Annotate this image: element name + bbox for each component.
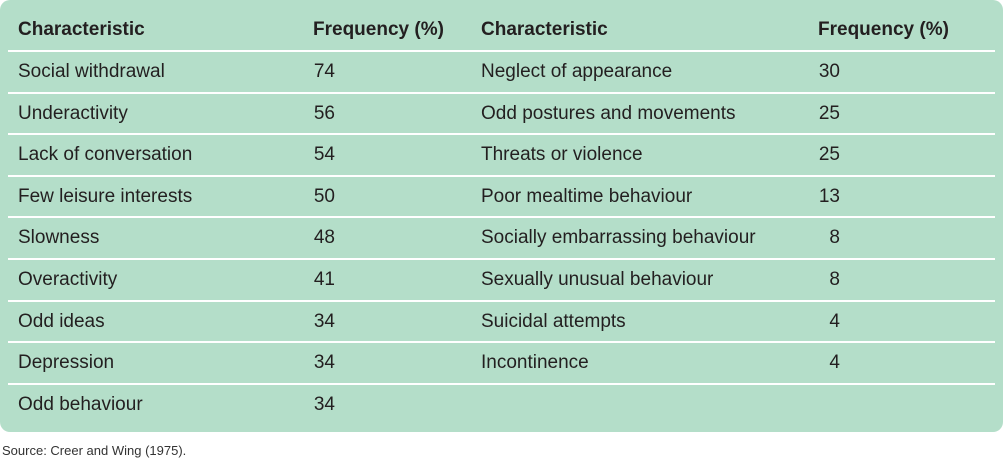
column-header: Frequency (%) — [818, 19, 949, 40]
characteristic-cell: Odd postures and movements — [481, 102, 736, 124]
row-separator — [8, 258, 995, 260]
row-separator — [8, 174, 995, 177]
table: Characteristic Frequency (%) Characteristi… — [0, 0, 1003, 432]
frequency-cell: 74 — [313, 61, 335, 82]
frequency-cell: 34 — [313, 352, 335, 374]
frequency-cell: 34 — [313, 393, 335, 415]
frequency-cell: 13 — [818, 185, 840, 207]
row-separator — [8, 133, 995, 136]
characteristic-cell: Underactivity — [18, 102, 128, 124]
characteristic-cell: Threats or violence — [481, 144, 643, 166]
characteristic-cell: Socially embarrassing behaviour — [481, 227, 756, 249]
characteristic-cell: Lack of conversation — [18, 144, 193, 166]
column-header: Frequency (%) — [313, 19, 444, 40]
characteristic-cell: Overactivity — [18, 269, 118, 290]
frequency-cell: 48 — [313, 227, 335, 249]
frequency-cell: 41 — [313, 269, 335, 290]
characteristic-cell: Few leisure interests — [18, 185, 193, 207]
characteristic-cell: Suicidal attempts — [481, 310, 626, 332]
row-separator — [8, 91, 995, 94]
column-header: Characteristic — [18, 19, 145, 40]
frequency-cell: 30 — [818, 61, 840, 82]
characteristic-cell: Incontinence — [481, 352, 589, 374]
frequency-cell: 25 — [818, 144, 840, 166]
frequency-cell: 4 — [829, 352, 840, 374]
characteristic-cell: Odd ideas — [18, 310, 105, 332]
characteristic-cell: Poor mealtime behaviour — [481, 185, 693, 207]
frequency-cell: 54 — [313, 144, 335, 166]
frequency-cell: 56 — [313, 102, 335, 124]
frequency-cell: 4 — [829, 310, 840, 332]
row-separator — [8, 216, 995, 219]
characteristic-cell: Slowness — [18, 227, 100, 249]
row-separator — [8, 341, 995, 344]
characteristic-cell: Depression — [18, 352, 115, 374]
characteristic-cell: Social withdrawal — [18, 61, 165, 82]
frequency-cell: 8 — [829, 227, 840, 249]
column-header: Characteristic — [481, 19, 608, 40]
source-note: Source: Creer and Wing (1975). — [2, 443, 187, 458]
frequency-cell: 25 — [818, 102, 840, 124]
frequency-cell: 50 — [313, 185, 335, 207]
row-separator — [8, 50, 995, 52]
frequency-cell: 34 — [313, 310, 335, 332]
row-separator — [8, 299, 995, 302]
characteristic-cell: Neglect of appearance — [481, 61, 673, 82]
characteristic-cell: Odd behaviour — [18, 393, 143, 415]
characteristic-cell: Sexually unusual behaviour — [481, 269, 714, 290]
frequency-cell: 8 — [829, 269, 840, 290]
row-separator — [8, 382, 995, 385]
